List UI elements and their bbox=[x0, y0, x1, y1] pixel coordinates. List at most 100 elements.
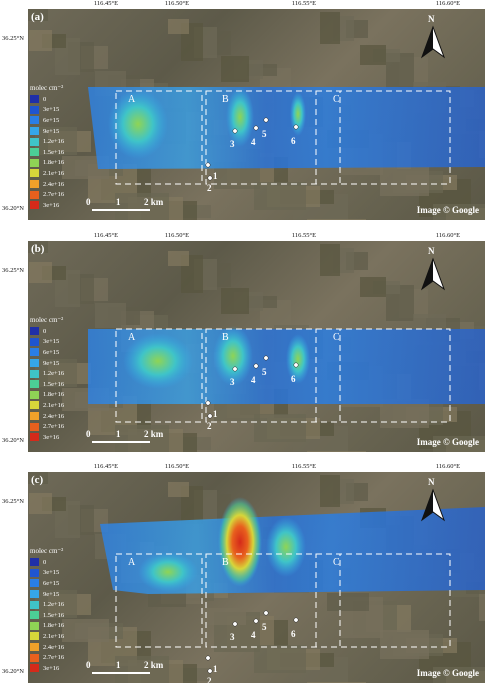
site-label: 3 bbox=[230, 377, 235, 387]
legend-value: 2.4e+16 bbox=[43, 412, 65, 420]
legend-value: 3e+16 bbox=[43, 664, 60, 672]
copyright-text: Image © Google bbox=[416, 437, 479, 447]
legend-swatch bbox=[30, 590, 39, 599]
site-label: 4 bbox=[251, 137, 256, 147]
latitude-tick: 36.25°N bbox=[2, 267, 24, 274]
scale-start: 0 bbox=[86, 197, 91, 207]
legend-entry: 3e+15 bbox=[30, 337, 100, 348]
legend-value: 3e+16 bbox=[43, 433, 60, 441]
satellite-map: (a) A B C 1 2 3 4 5 6 molec cm⁻² 0 3e+15 6e+15 9e+15 1.… bbox=[28, 9, 485, 220]
longitude-tick: 116.60°E bbox=[435, 463, 461, 470]
legend-swatch bbox=[30, 359, 39, 368]
legend-swatch bbox=[30, 401, 39, 410]
legend-title: molec cm⁻² bbox=[30, 84, 64, 92]
legend-swatch bbox=[30, 611, 39, 620]
site-marker bbox=[232, 621, 238, 627]
region-label: A bbox=[128, 94, 136, 105]
legend-value: 3e+15 bbox=[43, 338, 60, 346]
legend-value: 1.2e+16 bbox=[43, 138, 65, 146]
plume-overlay bbox=[28, 9, 485, 220]
longitude-tick: 116.45°E bbox=[93, 0, 119, 7]
site-marker bbox=[205, 400, 211, 406]
legend-entry: 2.7e+16 bbox=[30, 421, 100, 432]
legend-entry: 1.2e+16 bbox=[30, 136, 100, 147]
legend-swatch bbox=[30, 116, 39, 125]
legend-swatch bbox=[30, 337, 39, 346]
site-marker bbox=[232, 128, 238, 134]
site-label: 4 bbox=[251, 375, 256, 385]
region-label: B bbox=[222, 557, 229, 568]
region-label: A bbox=[128, 557, 136, 568]
legend-entry: 1.5e+16 bbox=[30, 379, 100, 390]
north-arrow-icon bbox=[420, 257, 446, 291]
longitude-tick: 116.55°E bbox=[291, 0, 317, 7]
legend-swatch bbox=[30, 664, 39, 673]
colorbar-legend: molec cm⁻² 0 3e+15 6e+15 9e+15 1.2e+16 1.5e+16… bbox=[30, 84, 100, 211]
longitude-tick: 116.50°E bbox=[164, 463, 190, 470]
scale-line bbox=[92, 441, 150, 443]
legend-value: 1.5e+16 bbox=[43, 148, 65, 156]
panel-label: (c) bbox=[31, 474, 44, 486]
north-arrow-icon bbox=[420, 25, 446, 59]
legend-value: 6e+15 bbox=[43, 579, 60, 587]
site-label: 3 bbox=[230, 632, 235, 642]
legend-entry: 1.8e+16 bbox=[30, 390, 100, 401]
plume-overlay bbox=[28, 241, 485, 452]
latitude-tick: 36.25°N bbox=[2, 498, 24, 505]
longitude-tick: 116.50°E bbox=[164, 232, 190, 239]
region-label: C bbox=[333, 332, 340, 343]
legend-entry: 2.7e+16 bbox=[30, 189, 100, 200]
legend-value: 3e+15 bbox=[43, 106, 60, 114]
site-marker bbox=[207, 668, 213, 674]
site-marker bbox=[293, 124, 299, 130]
latitude-tick: 36.20°N bbox=[2, 668, 24, 675]
legend-swatch bbox=[30, 180, 39, 189]
site-marker bbox=[263, 117, 269, 123]
site-label: 5 bbox=[262, 622, 267, 632]
legend-swatch bbox=[30, 412, 39, 421]
legend-swatch bbox=[30, 369, 39, 378]
site-label: 1 bbox=[213, 171, 218, 181]
legend-entry: 9e+15 bbox=[30, 358, 100, 369]
legend-swatch bbox=[30, 201, 39, 210]
plume-overlay bbox=[28, 472, 485, 683]
legend-value: 1.5e+16 bbox=[43, 611, 65, 619]
panel-label: (b) bbox=[31, 243, 45, 255]
scale-end: 2 km bbox=[144, 429, 164, 439]
legend-value: 1.2e+16 bbox=[43, 370, 65, 378]
scale-line bbox=[92, 209, 150, 211]
legend-swatch bbox=[30, 380, 39, 389]
longitude-tick: 116.50°E bbox=[164, 0, 190, 7]
legend-entry: 3e+15 bbox=[30, 105, 100, 116]
legend-swatch bbox=[30, 190, 39, 199]
copyright-text: Image © Google bbox=[416, 668, 479, 678]
region-label: A bbox=[128, 332, 136, 343]
legend-entry: 1.2e+16 bbox=[30, 599, 100, 610]
region-label: B bbox=[222, 94, 229, 105]
site-label: 5 bbox=[262, 129, 267, 139]
legend-swatch bbox=[30, 558, 39, 567]
map-panel: 116.45°E 116.50°E 116.55°E 116.60°E 36.25°N 3… bbox=[0, 463, 500, 688]
legend-entry: 2.4e+16 bbox=[30, 411, 100, 422]
site-label: 5 bbox=[262, 367, 267, 377]
longitude-tick: 116.55°E bbox=[291, 463, 317, 470]
legend-value: 1.8e+16 bbox=[43, 159, 65, 167]
site-marker bbox=[253, 618, 259, 624]
colorbar-legend: molec cm⁻² 0 3e+15 6e+15 9e+15 1.2e+16 1.5e+16… bbox=[30, 547, 100, 674]
legend-swatch bbox=[30, 390, 39, 399]
legend-swatch bbox=[30, 433, 39, 442]
legend-value: 0 bbox=[43, 327, 47, 335]
scale-mid: 1 bbox=[116, 197, 121, 207]
legend-entry: 1.5e+16 bbox=[30, 147, 100, 158]
legend-swatch bbox=[30, 600, 39, 609]
legend-entry: 3e+16 bbox=[30, 432, 100, 443]
north-label: N bbox=[428, 14, 435, 24]
legend-entry: 6e+15 bbox=[30, 115, 100, 126]
legend-value: 2.7e+16 bbox=[43, 423, 65, 431]
scale-start: 0 bbox=[86, 429, 91, 439]
legend-swatch bbox=[30, 348, 39, 357]
legend-value: 0 bbox=[43, 95, 47, 103]
map-panel: 116.45°E 116.50°E 116.55°E 116.60°E 36.25°N 3… bbox=[0, 0, 500, 225]
site-marker bbox=[232, 366, 238, 372]
legend-entry: 2.1e+16 bbox=[30, 400, 100, 411]
